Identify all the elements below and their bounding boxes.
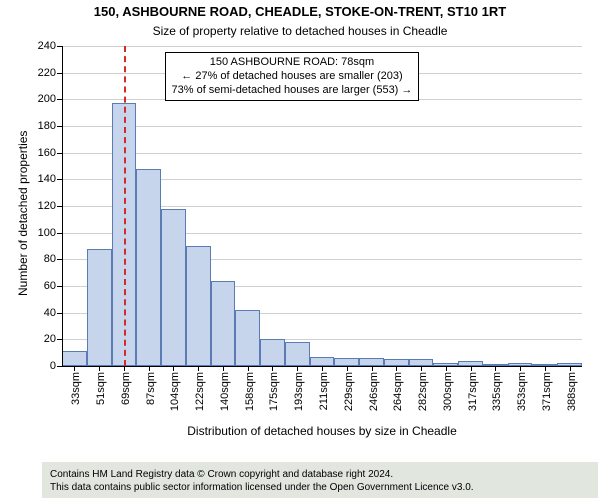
x-tick-label: 211sqm [318, 372, 330, 410]
y-axis-line [62, 46, 63, 366]
x-tick-label: 104sqm [169, 372, 181, 411]
x-tick-label: 140sqm [219, 372, 231, 411]
bar [87, 249, 112, 366]
x-tick-label: 193sqm [293, 372, 305, 411]
x-tick-label: 353sqm [516, 372, 528, 411]
x-tick-label: 87sqm [145, 372, 157, 405]
gridline [62, 126, 582, 127]
x-tick-label: 317sqm [467, 372, 479, 411]
x-tick-label: 282sqm [417, 372, 429, 411]
y-tick-label: 140 [38, 173, 62, 185]
x-axis-label: Distribution of detached houses by size … [62, 424, 582, 438]
bar [186, 246, 211, 366]
x-tick-label: 33sqm [70, 372, 82, 405]
bar [161, 209, 186, 366]
bar [211, 281, 236, 366]
y-tick-label: 180 [38, 120, 62, 132]
y-tick-label: 0 [50, 360, 62, 372]
y-tick-label: 160 [38, 147, 62, 159]
bar [136, 169, 161, 366]
chart-subtitle: Size of property relative to detached ho… [0, 24, 600, 38]
x-tick-label: 264sqm [392, 372, 404, 411]
y-axis-label: Number of detached properties [16, 131, 30, 296]
y-tick-label: 20 [44, 333, 62, 345]
y-tick-label: 220 [38, 67, 62, 79]
x-tick-label: 388sqm [566, 372, 578, 411]
footer-line-2: This data contains public sector informa… [50, 481, 590, 494]
bar [62, 351, 87, 366]
y-tick-label: 240 [38, 40, 62, 52]
y-tick-label: 120 [38, 200, 62, 212]
x-tick-label: 158sqm [244, 372, 256, 411]
annotation-box: 150 ASHBOURNE ROAD: 78sqm← 27% of detach… [165, 52, 420, 101]
bar [409, 359, 434, 366]
x-tick-label: 246sqm [368, 372, 380, 411]
y-tick-label: 60 [44, 280, 62, 292]
bar [285, 342, 310, 366]
gridline [62, 153, 582, 154]
x-axis-line [62, 366, 582, 367]
plot-area: 02040608010012014016018020022024033sqm51… [62, 46, 582, 366]
property-marker-line [124, 46, 126, 366]
chart-title: 150, ASHBOURNE ROAD, CHEADLE, STOKE-ON-T… [0, 4, 600, 19]
bar [359, 358, 384, 366]
bar [310, 357, 335, 366]
annotation-line: ← 27% of detached houses are smaller (20… [172, 70, 413, 84]
y-tick-label: 80 [44, 253, 62, 265]
x-tick-label: 371sqm [541, 372, 553, 411]
x-tick-label: 175sqm [268, 372, 280, 411]
bar [384, 359, 409, 366]
y-tick-label: 100 [38, 227, 62, 239]
x-tick-label: 51sqm [95, 372, 107, 405]
x-tick-label: 229sqm [343, 372, 355, 411]
x-tick-label: 122sqm [194, 372, 206, 411]
x-tick-label: 69sqm [120, 372, 132, 405]
y-tick-label: 200 [38, 93, 62, 105]
gridline [62, 46, 582, 47]
bar [260, 339, 285, 366]
x-tick-label: 300sqm [442, 372, 454, 411]
y-tick-label: 40 [44, 307, 62, 319]
annotation-line: 73% of semi-detached houses are larger (… [172, 84, 413, 98]
footer-line-1: Contains HM Land Registry data © Crown c… [50, 468, 590, 481]
bar [235, 310, 260, 366]
bar [334, 358, 359, 366]
attribution-footer: Contains HM Land Registry data © Crown c… [42, 462, 598, 498]
annotation-line: 150 ASHBOURNE ROAD: 78sqm [172, 56, 413, 70]
x-tick-label: 335sqm [491, 372, 503, 411]
